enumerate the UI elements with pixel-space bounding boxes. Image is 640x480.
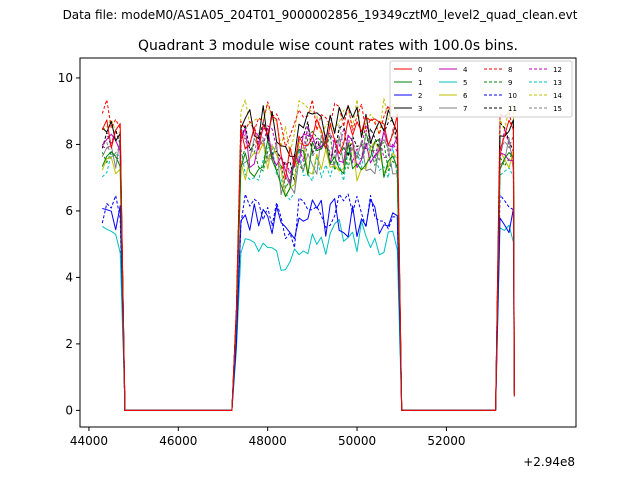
legend-label-11: 11 xyxy=(508,105,517,113)
y-tick-label: 8 xyxy=(65,137,73,151)
legend-label-13: 13 xyxy=(553,79,562,87)
x-tick-label: 48000 xyxy=(249,434,287,448)
y-tick-label: 6 xyxy=(65,204,73,218)
series-line-5 xyxy=(102,218,515,411)
series-line-2 xyxy=(102,198,515,411)
y-tick-label: 10 xyxy=(58,71,73,85)
x-tick-label: 52000 xyxy=(427,434,465,448)
y-tick-label: 4 xyxy=(65,270,73,284)
legend-label-12: 12 xyxy=(553,66,562,74)
series-line-0 xyxy=(101,114,515,411)
axes-frame xyxy=(79,57,577,428)
legend-label-3: 3 xyxy=(418,105,422,113)
x-offset-label: +2.94e8 xyxy=(523,455,575,469)
figure-suptitle: Data file: modeM0/AS1A05_204T01_90000028… xyxy=(63,8,578,22)
legend-label-5: 5 xyxy=(463,79,467,87)
y-axis-ticks: 0 2 4 6 8 10 xyxy=(58,71,80,417)
legend-box xyxy=(389,60,573,118)
legend-label-0: 0 xyxy=(418,66,422,74)
x-axis-ticks: 44000 46000 48000 50000 52000 xyxy=(70,427,466,448)
x-tick-label: 44000 xyxy=(70,434,108,448)
legend-label-15: 15 xyxy=(553,105,562,113)
legend-label-9: 9 xyxy=(508,79,512,87)
legend-label-7: 7 xyxy=(463,105,467,113)
chart-title: Quadrant 3 module wise count rates with … xyxy=(138,38,518,54)
x-tick-label: 46000 xyxy=(159,434,197,448)
legend-label-1: 1 xyxy=(418,79,422,87)
y-tick-label: 2 xyxy=(65,337,73,351)
legend-label-10: 10 xyxy=(508,92,517,100)
legend-label-2: 2 xyxy=(418,92,422,100)
legend-label-14: 14 xyxy=(553,92,562,100)
y-tick-label: 0 xyxy=(65,403,73,417)
series-line-1 xyxy=(101,138,515,411)
legend-label-8: 8 xyxy=(508,66,512,74)
legend-label-4: 4 xyxy=(463,66,468,74)
legend-label-6: 6 xyxy=(463,92,468,100)
x-tick-label: 50000 xyxy=(338,434,376,448)
